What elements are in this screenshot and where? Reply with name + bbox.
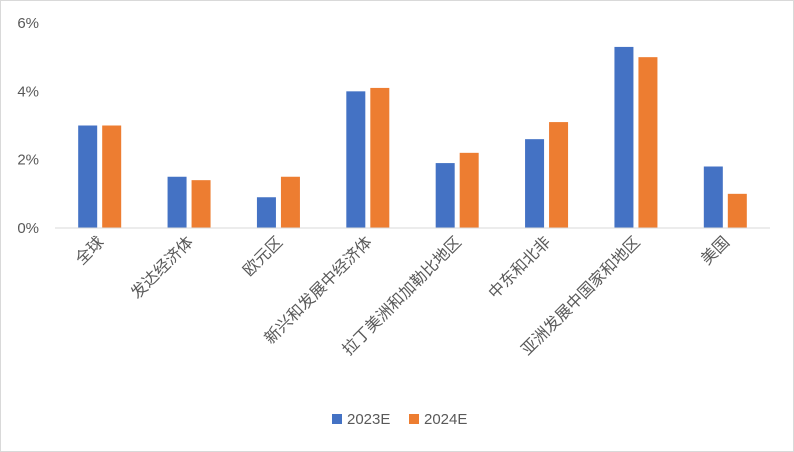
legend-label: 2023E [347,411,390,428]
bar-2024E-4 [370,87,390,229]
bar-2024E-5 [459,152,479,228]
x-category-label: 美国 [697,232,733,268]
bar-2024E-1 [102,125,122,228]
bars-layer [78,46,747,229]
legend-swatch-2024E [409,414,419,424]
y-tick-label: 2% [17,152,39,169]
legend: 2023E 2024E [332,411,467,428]
bar-2023E-6 [525,139,545,228]
bar-2024E-2 [191,180,211,228]
bar-2023E-1 [78,125,98,228]
x-category-label: 全球 [71,232,107,268]
bar-2023E-7 [614,46,634,228]
x-category-label: 欧元区 [239,232,286,279]
y-tick-label: 0% [17,220,39,237]
bar-2023E-5 [435,163,455,228]
y-axis-ticks: 0% 2% 4% 6% [17,15,39,237]
bar-2023E-2 [167,176,187,228]
legend-swatch-2023E [332,414,342,424]
bar-2024E-8 [727,193,747,228]
legend-label: 2024E [424,411,467,428]
y-tick-label: 6% [17,15,39,32]
x-category-label: 中东和北非 [484,232,554,302]
x-category-label: 发达经济体 [127,232,197,302]
bar-2024E-6 [549,122,569,228]
bar-2023E-3 [256,197,276,228]
bar-2023E-8 [703,166,723,228]
y-tick-label: 4% [17,83,39,100]
bar-2024E-7 [638,57,658,228]
bar-2024E-3 [280,176,300,228]
bar-2023E-4 [346,91,366,228]
